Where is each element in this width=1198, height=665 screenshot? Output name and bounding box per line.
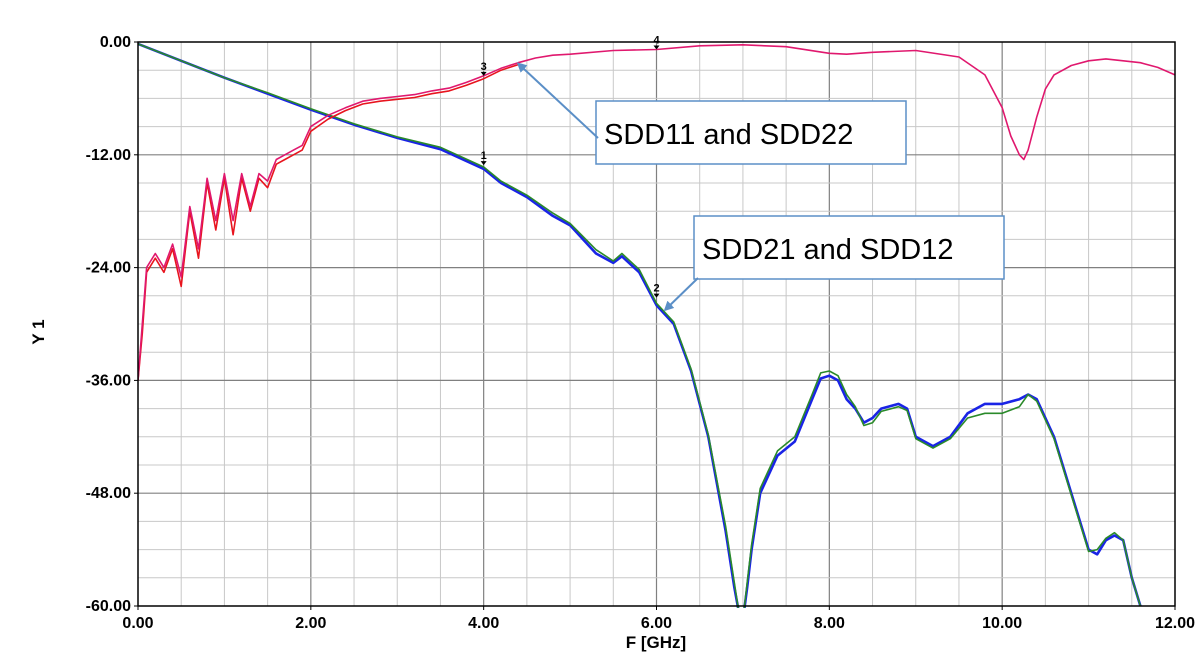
marker-label-2: 2 xyxy=(653,283,659,295)
x-tick-label: 6.00 xyxy=(641,615,672,632)
x-axis-title: F [GHz] xyxy=(626,633,686,652)
x-tick-label: 10.00 xyxy=(982,615,1022,632)
callout-text-sdd11-sdd22: SDD11 and SDD22 xyxy=(604,119,853,151)
series-line-sdd11 xyxy=(138,43,1175,381)
y-tick-label: 0.00 xyxy=(100,34,131,51)
x-tick-label: 4.00 xyxy=(468,615,499,632)
x-tick-label: 8.00 xyxy=(814,615,845,632)
y-axis-title: Y 1 xyxy=(29,319,48,344)
x-tick-label: 0.00 xyxy=(122,615,153,632)
y-tick-labels: 0.00 -12.00 -24.00 -36.00 -48.00 -60.00 xyxy=(86,34,138,615)
callout-arrow-sdd21-sdd12 xyxy=(663,277,699,312)
x-tick-labels: 0.00 2.00 4.00 6.00 8.00 10.00 12.00 xyxy=(122,606,1195,632)
callout-box-sdd11-sdd22 xyxy=(595,100,907,165)
y-tick-label: -24.00 xyxy=(86,260,131,277)
marker-label-3: 3 xyxy=(481,61,487,73)
y-tick-label: -48.00 xyxy=(86,485,131,502)
callout-arrow-sdd11-sdd22 xyxy=(516,62,599,139)
marker-3 xyxy=(480,71,487,76)
x-tick-label: 12.00 xyxy=(1155,615,1195,632)
callout-text-sdd21-sdd12: SDD21 and SDD12 xyxy=(702,234,953,266)
y-tick-label: -36.00 xyxy=(86,372,131,389)
marker-layer: 1 2 3 4 xyxy=(480,35,660,298)
marker-2 xyxy=(653,293,660,298)
series-line-sdd22 xyxy=(138,63,519,381)
y-tick-label: -60.00 xyxy=(86,598,131,615)
marker-label-4: 4 xyxy=(653,35,660,47)
marker-label-1: 1 xyxy=(481,150,487,162)
marker-1 xyxy=(480,161,487,166)
marker-4 xyxy=(653,45,660,50)
y-tick-label: -12.00 xyxy=(86,147,131,164)
callout-layer: SDD11 and SDD22 SDD21 and SDD12 xyxy=(516,62,1005,312)
series-line-sdd12 xyxy=(138,43,1142,608)
callout-box-sdd21-sdd12 xyxy=(693,215,1005,280)
x-tick-label: 2.00 xyxy=(295,615,326,632)
series-layer xyxy=(138,42,1175,608)
